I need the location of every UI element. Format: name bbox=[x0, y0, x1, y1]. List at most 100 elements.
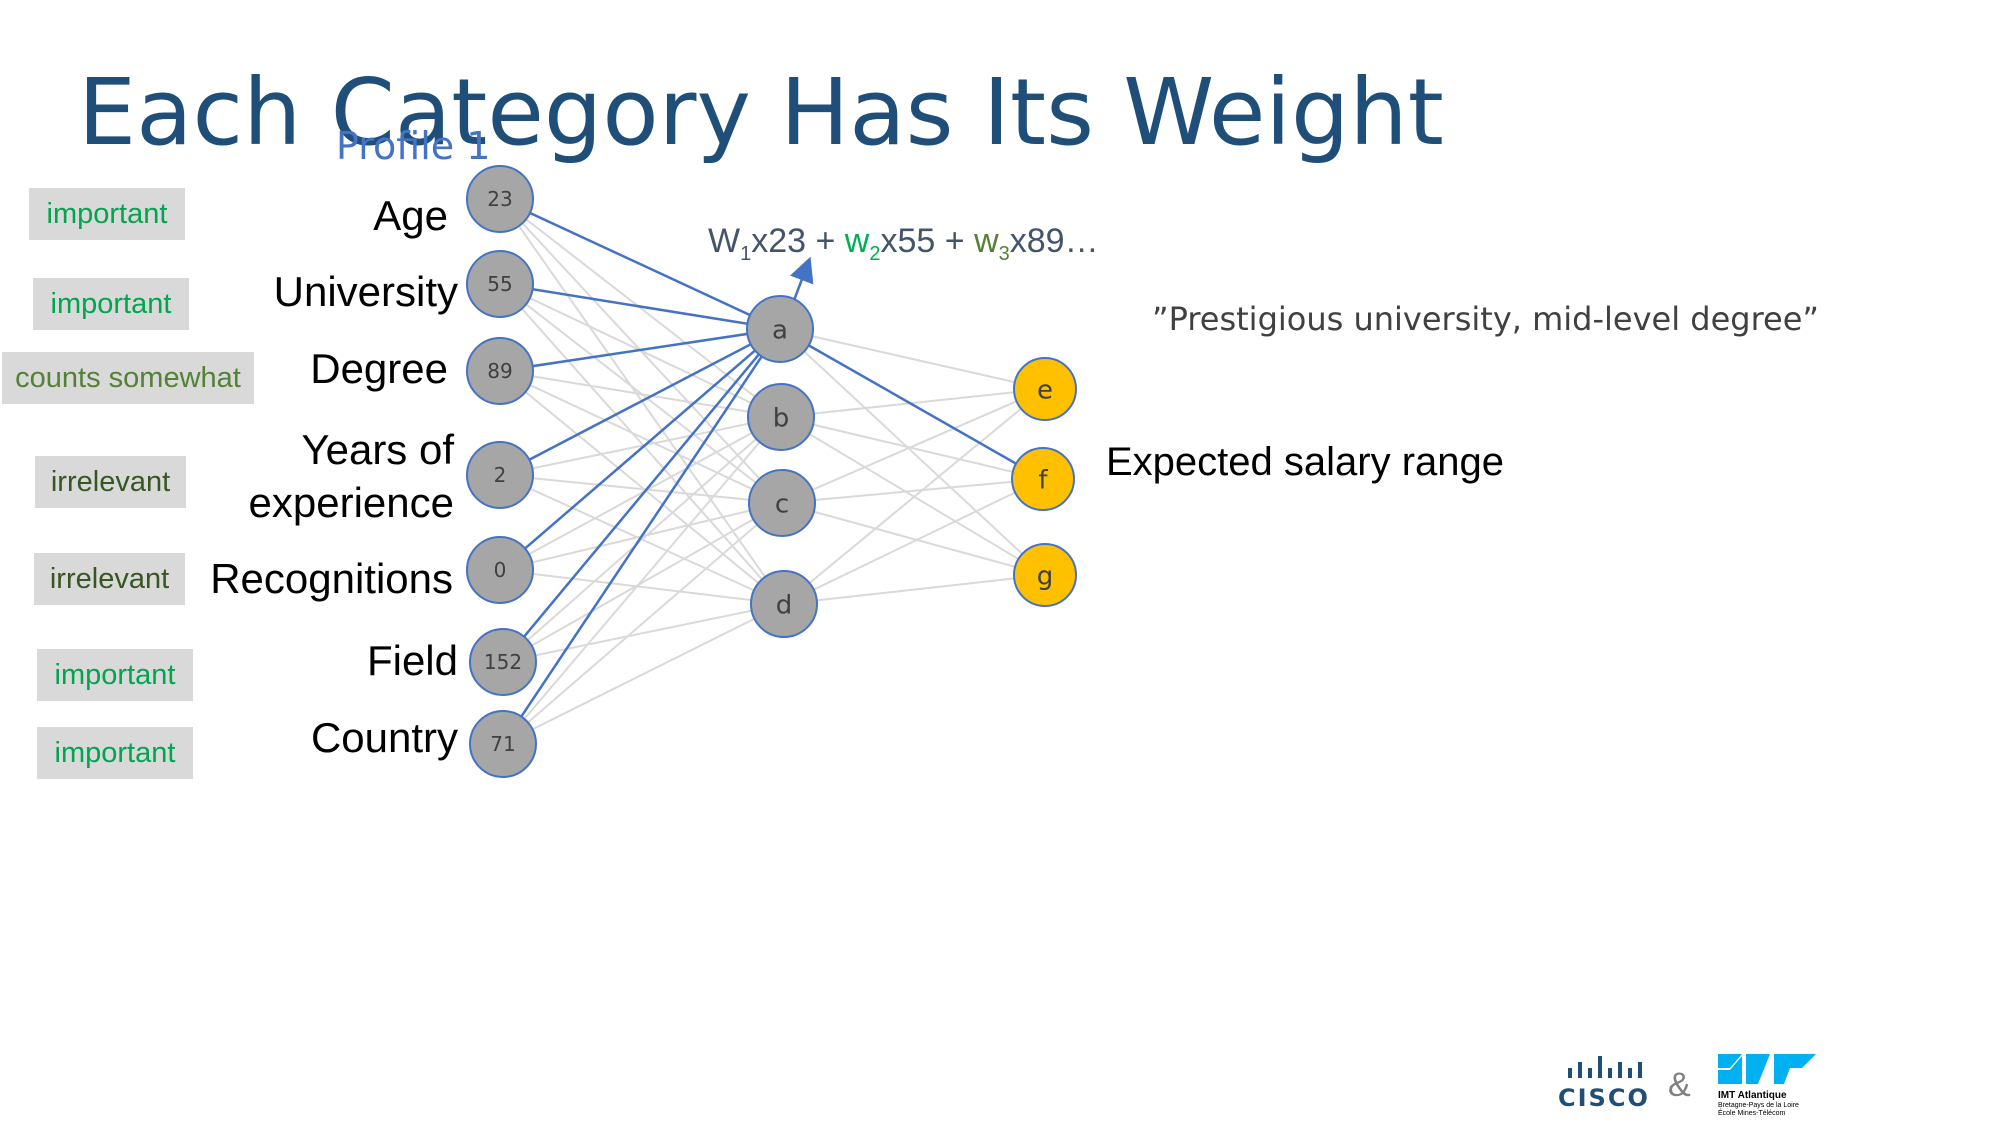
input-node-label: 0 bbox=[494, 558, 507, 582]
category-label-experience-line2: experience bbox=[248, 478, 454, 526]
footer-logos: CISCO & IMT Atlantique Bretagne-Pays de … bbox=[1558, 1054, 1828, 1118]
input-node: 71 bbox=[469, 710, 537, 778]
hidden-node-a-circle bbox=[746, 295, 814, 363]
edge-active bbox=[779, 327, 1044, 481]
edge-input-hidden bbox=[499, 198, 782, 418]
input-node-label: 89 bbox=[487, 359, 512, 383]
cisco-logo-icon bbox=[1568, 1056, 1642, 1078]
edge-input-hidden bbox=[502, 502, 783, 663]
hidden-node-c-circle bbox=[748, 469, 816, 537]
hidden-node-b: b bbox=[747, 383, 815, 451]
edge-hidden-output bbox=[779, 328, 1046, 576]
output-node-e-label: e bbox=[1037, 375, 1053, 405]
edge-input-hidden bbox=[499, 283, 785, 605]
edge-active bbox=[502, 328, 781, 663]
input-node: 55 bbox=[466, 250, 534, 318]
imt-subtitle-line1: Bretagne-Pays de la Loire bbox=[1718, 1102, 1799, 1109]
edge-input-hidden bbox=[499, 416, 782, 476]
hidden-node-b-circle bbox=[747, 383, 815, 451]
edge-active bbox=[499, 327, 781, 373]
importance-tag-experience: irrelevant bbox=[35, 456, 186, 508]
imt-logo-icon bbox=[1718, 1054, 1816, 1084]
ampersand: & bbox=[1668, 1066, 1691, 1104]
input-node-label: 2 bbox=[494, 463, 507, 487]
edge-hidden-output bbox=[783, 388, 1046, 605]
input-node-circle bbox=[466, 165, 534, 233]
hidden-node-a: a bbox=[746, 295, 814, 363]
category-label-recognitions: Recognitions bbox=[210, 555, 453, 602]
formula-sub1: 1 bbox=[740, 242, 752, 265]
slide-title: Each Category Has Its Weight bbox=[78, 59, 1444, 166]
edge-active bbox=[499, 282, 781, 331]
formula-sub3: 3 bbox=[998, 242, 1010, 265]
edge-input-hidden bbox=[502, 416, 782, 745]
category-label-experience-line1: Years of bbox=[301, 426, 454, 473]
formula-sub2: 2 bbox=[869, 242, 881, 265]
edge-input-hidden bbox=[502, 502, 783, 745]
edge-hidden-output bbox=[781, 502, 1046, 576]
importance-tag-degree: counts somewhat bbox=[2, 352, 254, 404]
edge-input-hidden bbox=[499, 370, 783, 504]
output-node-e-circle bbox=[1013, 357, 1077, 421]
edge-input-hidden bbox=[502, 603, 785, 663]
edge-hidden-output bbox=[780, 416, 1044, 480]
formula-w3: w bbox=[974, 222, 999, 260]
output-node-f-circle bbox=[1011, 447, 1075, 511]
imt-subtitle-line2: École Mines-Télécom bbox=[1718, 1109, 1786, 1117]
category-label-field: Field bbox=[366, 637, 458, 684]
category-label-experience: Years of experience bbox=[249, 424, 454, 529]
edge-hidden-output bbox=[783, 574, 1046, 605]
input-node: 23 bbox=[466, 165, 534, 233]
category-label-university: University bbox=[273, 268, 458, 315]
edge-input-hidden bbox=[502, 603, 785, 745]
edge-hidden-output bbox=[780, 388, 1046, 418]
input-node: 152 bbox=[469, 628, 537, 696]
profile-label: Profile 1 bbox=[336, 124, 491, 168]
hidden-node-b-label: b bbox=[773, 403, 790, 433]
hidden-node-c: c bbox=[748, 469, 816, 537]
formula-w2: w bbox=[844, 222, 870, 260]
input-node-circle bbox=[469, 710, 537, 778]
importance-tag-country: important bbox=[37, 727, 193, 779]
output-label: Expected salary range bbox=[1106, 440, 1505, 484]
weighted-sum-formula: W1x23 + w2x55 + w3x89… bbox=[708, 222, 1099, 266]
importance-tag-university: important bbox=[33, 278, 189, 330]
hidden-node-d: d bbox=[750, 570, 818, 638]
output-node-g-label: g bbox=[1037, 561, 1054, 591]
edge-hidden-output bbox=[779, 328, 1046, 390]
input-node-circle bbox=[466, 441, 534, 509]
output-node-f-label: f bbox=[1038, 465, 1048, 495]
category-label-degree: Degree bbox=[310, 345, 448, 392]
edge-active bbox=[499, 328, 781, 571]
cisco-wordmark: CISCO bbox=[1558, 1084, 1650, 1112]
importance-tag-age: important bbox=[29, 188, 185, 240]
input-node-label: 55 bbox=[487, 272, 512, 296]
edge-active bbox=[499, 327, 781, 477]
hidden-node-d-label: d bbox=[776, 590, 793, 620]
imt-subtitle: Bretagne-Pays de la Loire École Mines-Té… bbox=[1718, 1102, 1799, 1117]
input-node-label: 152 bbox=[484, 650, 522, 674]
profile-quote: ”Prestigious university, mid-level degre… bbox=[1152, 300, 1819, 338]
input-node-label: 23 bbox=[487, 187, 512, 211]
edge-hidden-output bbox=[783, 478, 1044, 605]
edge-hidden-output bbox=[780, 416, 1046, 576]
edge-input-hidden bbox=[499, 416, 782, 571]
formula-term2: x55 + bbox=[880, 222, 975, 260]
formula-w1: W bbox=[708, 222, 741, 260]
edge-input-hidden bbox=[499, 370, 782, 418]
edge-active bbox=[499, 197, 781, 331]
importance-tag-recognitions: irrelevant bbox=[34, 553, 185, 605]
edge-input-hidden bbox=[499, 569, 785, 605]
imt-name: IMT Atlantique bbox=[1718, 1090, 1787, 1101]
input-node-circle bbox=[469, 628, 537, 696]
output-node-g-circle bbox=[1013, 543, 1077, 607]
input-node-circle bbox=[466, 536, 534, 604]
input-node-circle bbox=[466, 250, 534, 318]
output-node-e: e bbox=[1013, 357, 1077, 421]
edge-input-hidden bbox=[502, 416, 782, 663]
importance-tag-field: important bbox=[37, 649, 193, 701]
input-node: 0 bbox=[466, 536, 534, 604]
edge-input-hidden bbox=[499, 474, 783, 504]
